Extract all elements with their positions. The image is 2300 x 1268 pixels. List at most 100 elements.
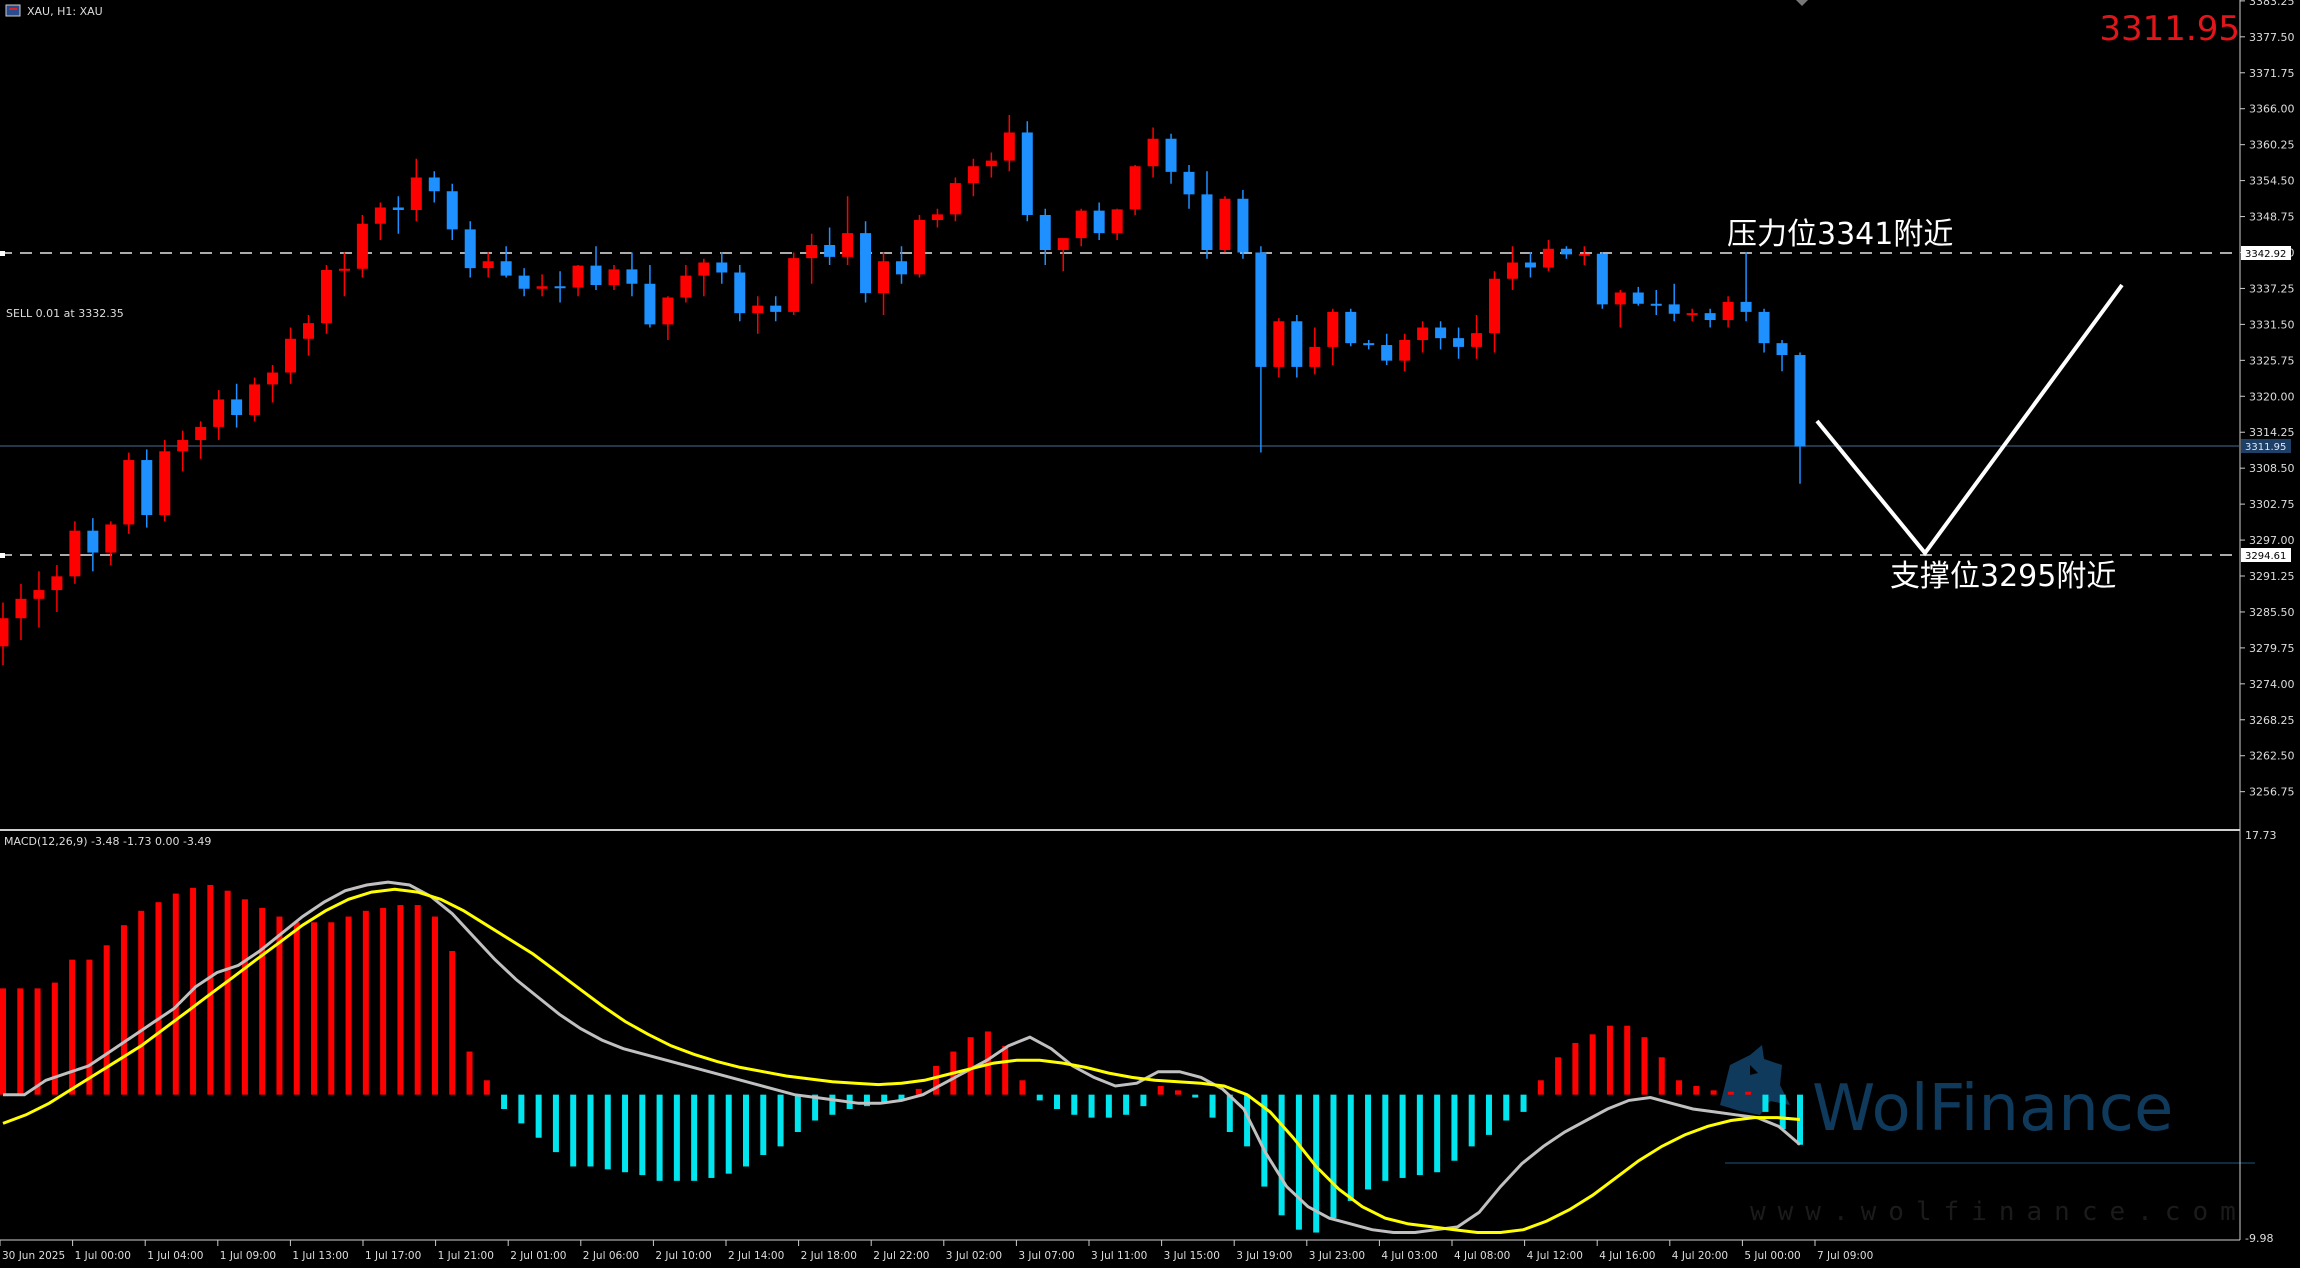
candle[interactable] — [159, 440, 171, 522]
candle[interactable] — [1057, 238, 1069, 272]
candle[interactable] — [1740, 252, 1752, 322]
time-axis[interactable]: 30 Jun 2025 1 Jul 00:00 1 Jul 04:00 1 Jul 0… — [0, 1240, 1873, 1262]
candle[interactable] — [500, 246, 512, 278]
candle[interactable] — [626, 252, 638, 297]
projected-path-line[interactable] — [1815, 283, 2124, 557]
candle[interactable] — [518, 268, 530, 297]
candlestick-series[interactable] — [0, 114, 1806, 666]
candle[interactable] — [1327, 308, 1339, 366]
candle[interactable] — [320, 265, 332, 334]
chart-shift-icon[interactable] — [1796, 0, 1808, 6]
candle[interactable] — [608, 265, 620, 291]
candle[interactable] — [1614, 290, 1626, 328]
candle[interactable] — [0, 602, 9, 666]
candle[interactable] — [806, 233, 818, 284]
candle[interactable] — [302, 315, 314, 356]
candle[interactable] — [195, 421, 207, 459]
candle[interactable] — [1650, 290, 1662, 316]
candle[interactable] — [1560, 246, 1572, 259]
candle[interactable] — [1237, 189, 1249, 259]
candle[interactable] — [734, 265, 746, 322]
candle[interactable] — [824, 227, 836, 266]
candle[interactable] — [123, 452, 135, 534]
candle[interactable] — [267, 365, 279, 403]
candle[interactable] — [1668, 283, 1680, 322]
candle[interactable] — [231, 383, 243, 428]
candle[interactable] — [249, 377, 261, 422]
candle[interactable] — [716, 252, 728, 284]
candle[interactable] — [1399, 333, 1411, 372]
candle[interactable] — [878, 252, 890, 316]
candle[interactable] — [1111, 208, 1123, 240]
candle[interactable] — [446, 183, 458, 240]
candle[interactable] — [1471, 315, 1483, 359]
candle[interactable] — [356, 214, 368, 278]
candle[interactable] — [913, 214, 925, 278]
candle[interactable] — [1686, 308, 1698, 322]
candle[interactable] — [752, 296, 764, 334]
candle[interactable] — [896, 246, 907, 284]
candle[interactable] — [842, 196, 854, 266]
candle[interactable] — [482, 252, 494, 278]
candle[interactable] — [1039, 208, 1051, 266]
candle[interactable] — [87, 518, 99, 572]
candle[interactable] — [69, 521, 81, 584]
candle[interactable] — [1309, 327, 1321, 375]
candle[interactable] — [33, 571, 45, 628]
candle[interactable] — [698, 258, 710, 297]
candle[interactable] — [1417, 321, 1429, 353]
candle[interactable] — [428, 171, 440, 203]
candle[interactable] — [1129, 164, 1141, 215]
candle[interactable] — [1363, 340, 1375, 350]
candle[interactable] — [15, 583, 27, 641]
candle[interactable] — [985, 152, 997, 178]
candle[interactable] — [536, 274, 548, 297]
candle[interactable] — [1201, 171, 1213, 259]
candle[interactable] — [1291, 315, 1303, 378]
candle[interactable] — [51, 565, 63, 612]
candle[interactable] — [554, 271, 566, 303]
candle[interactable] — [1453, 327, 1465, 359]
candle[interactable] — [1704, 308, 1716, 328]
candle[interactable] — [285, 327, 297, 384]
candle[interactable] — [105, 521, 117, 566]
candle[interactable] — [1147, 127, 1159, 178]
candle[interactable] — [141, 449, 153, 528]
candle[interactable] — [410, 158, 422, 222]
candle[interactable] — [1003, 114, 1015, 172]
candle[interactable] — [1596, 252, 1608, 309]
candle[interactable] — [1524, 252, 1536, 278]
candle[interactable] — [931, 208, 943, 228]
candle[interactable] — [860, 221, 872, 303]
candle[interactable] — [644, 265, 656, 328]
candle[interactable] — [1273, 318, 1285, 378]
candle[interactable] — [1489, 271, 1501, 353]
support-annotation[interactable]: 支撑位3295附近 — [1890, 559, 2116, 594]
candle[interactable] — [788, 252, 800, 316]
candle[interactable] — [1255, 246, 1267, 453]
candle[interactable] — [1345, 308, 1357, 347]
candle[interactable] — [1021, 121, 1033, 222]
candle[interactable] — [1381, 333, 1393, 366]
candle[interactable] — [392, 196, 404, 234]
candle[interactable] — [680, 265, 692, 303]
candle[interactable] — [1219, 196, 1231, 253]
candle[interactable] — [967, 158, 979, 197]
candle[interactable] — [1758, 308, 1770, 353]
candle[interactable] — [1075, 208, 1087, 247]
candle[interactable] — [1542, 239, 1554, 272]
candle[interactable] — [1632, 286, 1644, 306]
candle[interactable] — [770, 296, 782, 322]
resistance-annotation[interactable]: 压力位3341附近 — [1727, 217, 1953, 252]
candle[interactable] — [464, 221, 476, 278]
candle[interactable] — [338, 252, 350, 297]
candle[interactable] — [1578, 246, 1590, 266]
sell-order-label[interactable]: SELL 0.01 at 3332.35 — [6, 307, 124, 320]
candle[interactable] — [662, 296, 674, 341]
candle[interactable] — [1165, 133, 1177, 184]
candle[interactable] — [1506, 246, 1518, 291]
candle[interactable] — [374, 202, 386, 240]
candle[interactable] — [1794, 352, 1806, 484]
candle[interactable] — [1722, 296, 1734, 328]
